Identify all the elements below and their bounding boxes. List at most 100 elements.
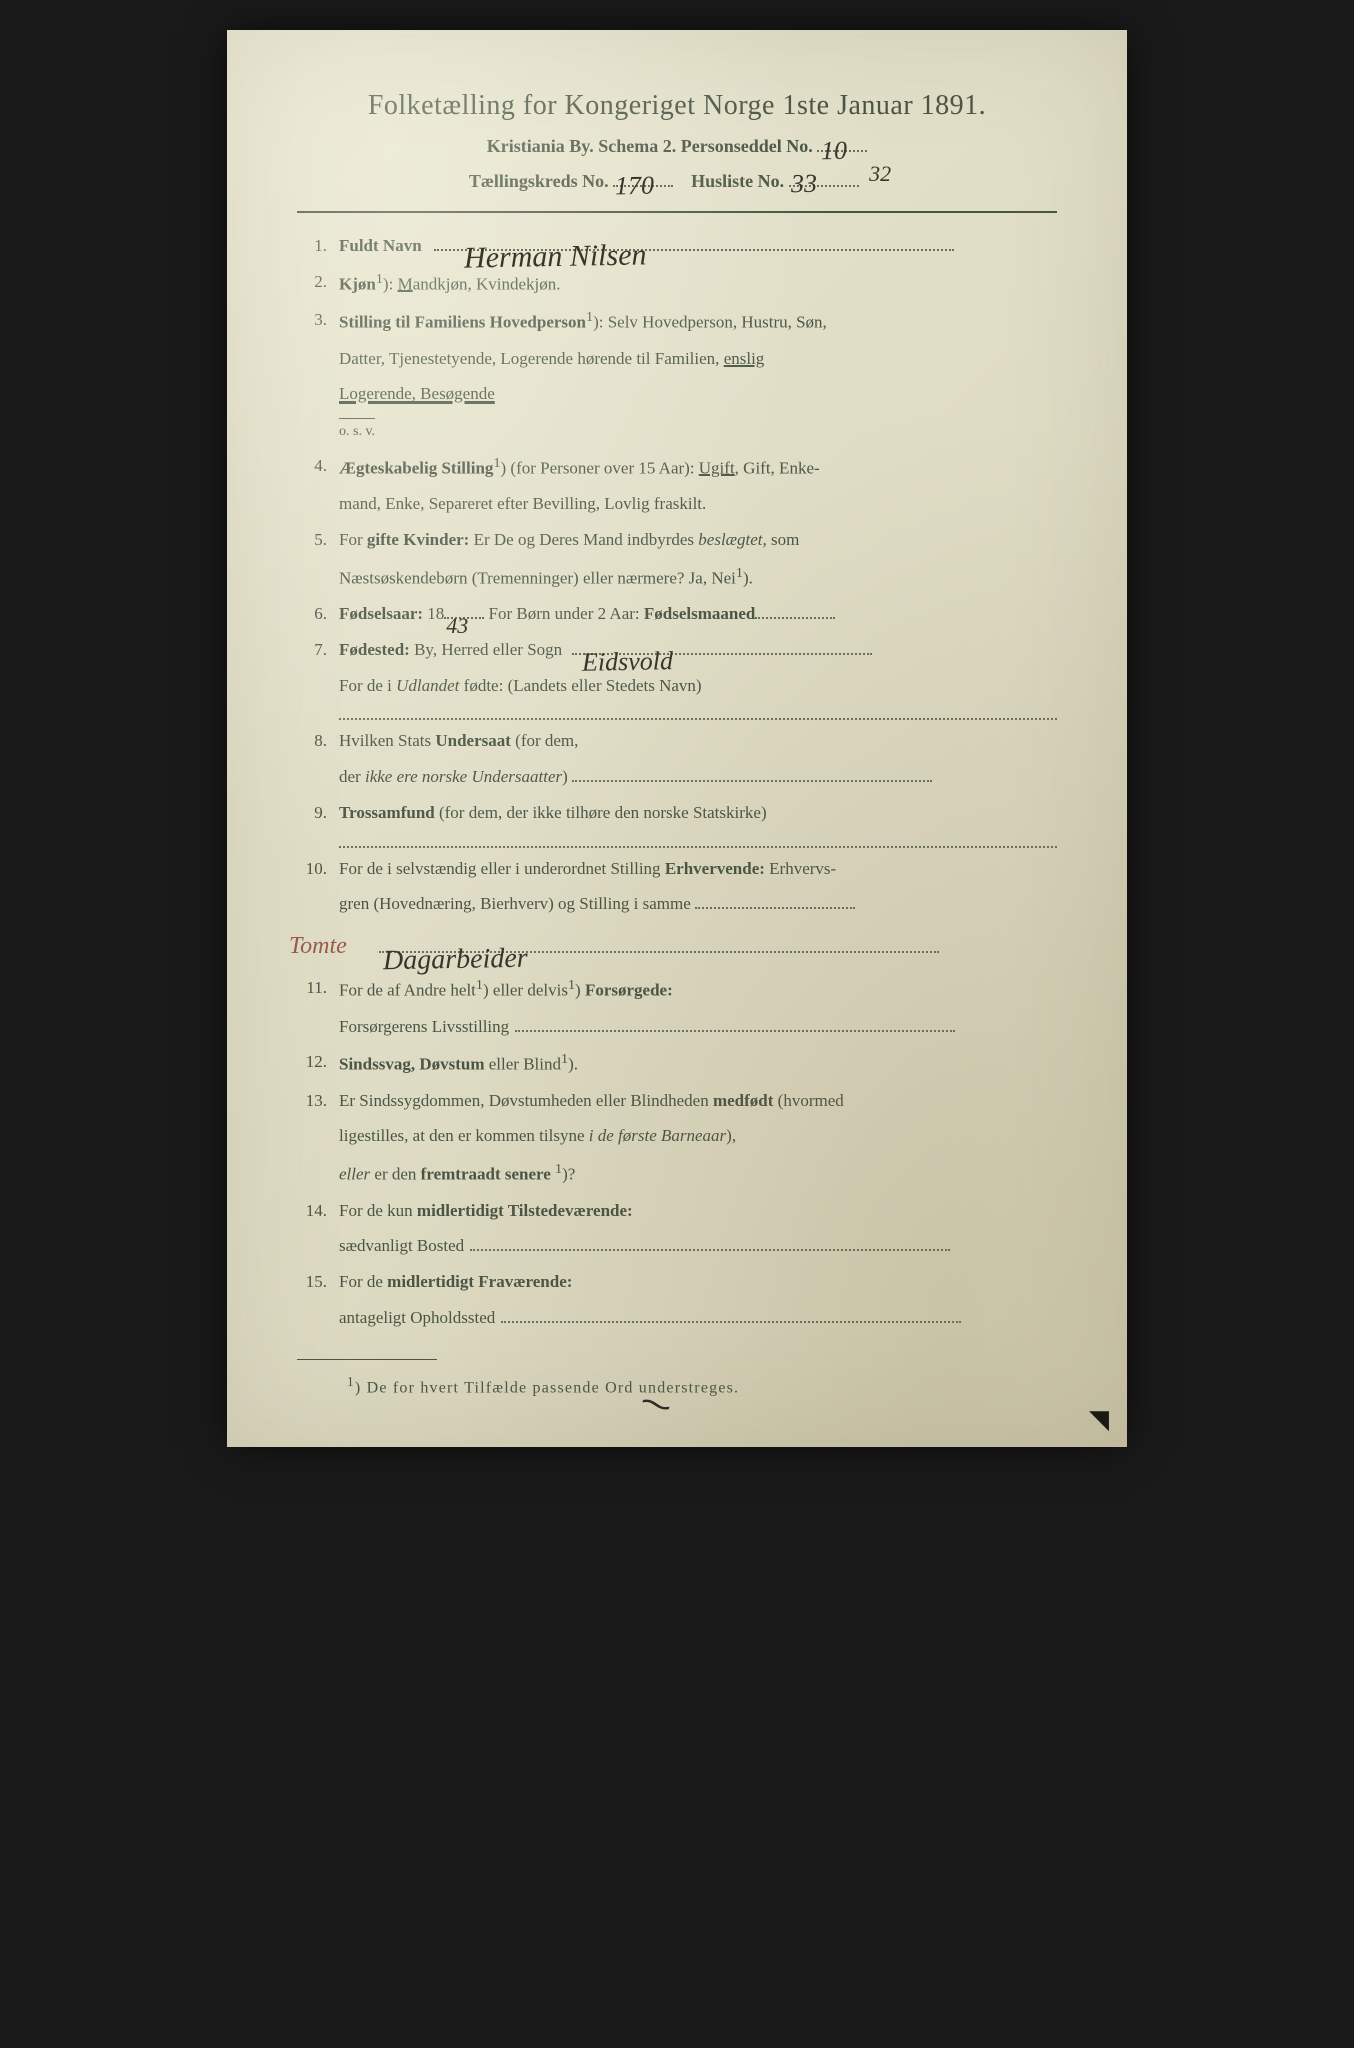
item-number: 12. [297,1047,339,1079]
q6-year-field: 43 [444,617,484,619]
q7-value: Eidsvold [582,638,674,685]
item-4-cont: mand, Enke, Separeret efter Bevilling, L… [339,489,1057,519]
q7-field: Eidsvold [572,653,872,655]
item-8: 8. Hvilken Stats Undersaat (for dem, [297,726,1057,756]
item-number: 15. [297,1267,339,1297]
q4-label: Ægteskabelig Stilling [339,458,493,477]
sup: 1 [568,977,575,993]
item-body: Fuldt Navn Herman Nilsen [339,231,1057,261]
item-3-osv: o. s. v. [339,415,1057,445]
item-body: Ægteskabelig Stilling1) (for Personer ov… [339,451,1057,483]
q5-t2: Er De og Deres Mand indbyrdes [469,530,698,549]
item-body: Er Sindssygdommen, Døvstumheden eller Bl… [339,1086,1057,1116]
q11-t2: ) eller delvis [483,981,568,1000]
taellingskreds-value: 170 [615,171,655,202]
dotline [339,718,1057,720]
q5-t1: For [339,530,367,549]
q2-label: Kjøn [339,274,376,293]
item-number: 6. [297,599,339,629]
q3-text1: ): Selv Hovedperson, Hustru, Søn, [593,313,827,332]
q15-field [501,1321,961,1323]
dotline [339,846,1057,848]
item-3: 3. Stilling til Familiens Hovedperson1):… [297,305,1057,337]
q5-t3: som [767,530,800,549]
item-number: 1. [297,231,339,261]
item-body: Hvilken Stats Undersaat (for dem, [339,726,1057,756]
q14-bold: midlertidigt Tilstedeværende: [417,1201,633,1220]
item-2: 2. Kjøn1): MMandkjøn, Kvindekjøn.andkjøn… [297,267,1057,299]
q14-field [470,1249,950,1251]
item-number: 5. [297,525,339,555]
taellingskreds-field: 170 [613,185,673,187]
personseddel-no-value: 10 [821,136,848,166]
item-body: Kjøn1): MMandkjøn, Kvindekjøn.andkjøn, K… [339,267,1057,299]
item-7: 7. Fødested: By, Herred eller Sogn Eidsv… [297,635,1057,665]
subtitle-prefix: Kristiania By. Schema 2. Personseddel No… [487,136,813,156]
q13-i2: eller [339,1165,370,1184]
item-14-cont: sædvanligt Bosted [339,1231,1057,1261]
q6-prefix: 18 [423,604,444,623]
item-13-cont2: eller er den fremtraadt senere 1)? [339,1157,1057,1189]
q15-t1: For de [339,1272,387,1291]
item-10-value-line: Tomte Dagarbeider [297,925,1057,967]
item-body: Sindssvag, Døvstum eller Blind1). [339,1047,1057,1079]
item-5-cont: Næstsøskendebørn (Tremenninger) eller næ… [339,561,1057,593]
item-number: 13. [297,1086,339,1116]
q8-bold: Undersaat [435,731,511,750]
q1-label: Fuldt Navn [339,236,422,255]
q3-enslig: enslig [724,349,765,368]
item-15: 15. For de midlertidigt Fraværende: [297,1267,1057,1297]
item-body: For de kun midlertidigt Tilstedeværende: [339,1196,1057,1226]
item-10: 10. For de i selvstændig eller i underor… [297,854,1057,884]
sup: 1 [736,565,743,581]
item-body: For gifte Kvinder: Er De og Deres Mand i… [339,525,1057,555]
item-number: 3. [297,305,339,337]
item-8-cont: der ikke ere norske Undersaatter) [339,762,1057,792]
q8-t3: der [339,767,365,786]
subtitle-line-2: Tællingskreds No. 170 Husliste No. 33 32 [297,167,1057,193]
q7-t1: By, Herred eller Sogn [410,640,562,659]
q11-field [515,1030,955,1032]
q3-label: Stilling til Familiens Hovedperson [339,313,586,332]
q11-t3: Forsørgerens Livsstilling [339,1017,509,1036]
page-title: Folketælling for Kongeriget Norge 1ste J… [297,90,1057,122]
item-13-cont1: ligestilles, at den er kommen tilsyne i … [339,1121,1057,1151]
item-number: 10. [297,854,339,884]
q13-b1: medfødt [713,1091,773,1110]
sup: 1 [376,271,383,287]
q13-t3: ligestilles, at den er kommen tilsyne [339,1126,589,1145]
q13-b2: fremtraadt senere [421,1165,551,1184]
q1-value: Herman Nilsen [463,229,646,285]
item-number: 9. [297,798,339,828]
q13-t5: er den [370,1165,421,1184]
item-11-cont: Forsørgerens Livsstilling [339,1012,1057,1042]
item-3-cont: Datter, Tjenestetyende, Logerende hørend… [339,344,1057,374]
taellingskreds-label: Tællingskreds No. [469,171,609,191]
header-rule [297,211,1057,213]
q9-bold: Trossamfund [339,803,435,822]
item-4: 4. Ægteskabelig Stilling1) (for Personer… [297,451,1057,483]
q10-value: Dagarbeider [383,934,528,986]
item-13: 13. Er Sindssygdommen, Døvstumheden elle… [297,1086,1057,1116]
q12-bold: Sindssvag, Døvstum [339,1055,485,1074]
q2-underlined: M [398,274,413,293]
q5-bold: gifte Kvinder: [367,530,469,549]
q8-ital: ikke ere norske Undersaatter [365,767,562,786]
form-items: 1. Fuldt Navn Herman Nilsen 2. Kjøn1): M… [297,231,1057,1333]
husliste-field: 33 [789,185,859,187]
q5-t4: Næstsøskendebørn (Tremenninger) eller næ… [339,568,736,587]
item-number: 14. [297,1196,339,1226]
item-body: Trossamfund (for dem, der ikke tilhøre d… [339,798,1057,828]
footnote-rule [297,1359,437,1360]
q10-t3: gren (Hovednæring, Bierhverv) og Stillin… [339,894,691,913]
item-15-cont: antageligt Opholdssted [339,1303,1057,1333]
q11-bold: Forsørgede: [585,981,673,1000]
item-1: 1. Fuldt Navn Herman Nilsen [297,231,1057,261]
item-body: Stilling til Familiens Hovedperson1): Se… [339,305,1057,337]
q8-field [572,780,932,782]
q13-i1: i de første Barneaar [589,1126,726,1145]
q10-t2: Erhvervs- [765,859,836,878]
q15-t2: antageligt Opholdssted [339,1308,495,1327]
item-5: 5. For gifte Kvinder: Er De og Deres Man… [297,525,1057,555]
item-body: For de midlertidigt Fraværende: [339,1267,1057,1297]
